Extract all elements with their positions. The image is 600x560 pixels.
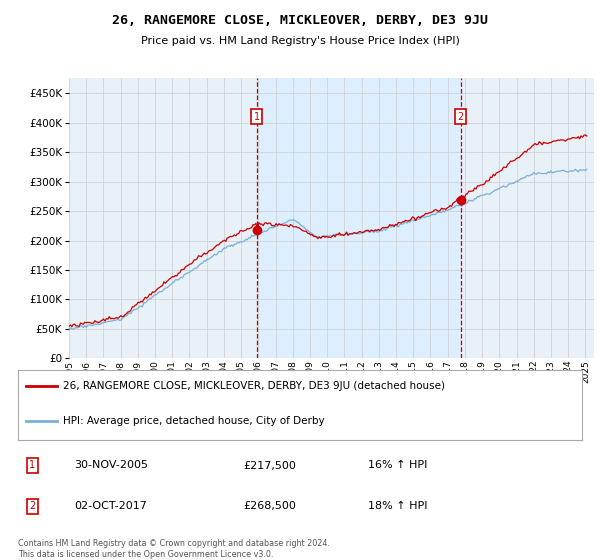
Text: HPI: Average price, detached house, City of Derby: HPI: Average price, detached house, City…: [63, 417, 325, 426]
Text: 1: 1: [254, 111, 260, 122]
Text: 30-NOV-2005: 30-NOV-2005: [74, 460, 148, 470]
Text: 18% ↑ HPI: 18% ↑ HPI: [368, 501, 427, 511]
Text: 26, RANGEMORE CLOSE, MICKLEOVER, DERBY, DE3 9JU (detached house): 26, RANGEMORE CLOSE, MICKLEOVER, DERBY, …: [63, 381, 445, 391]
Text: 26, RANGEMORE CLOSE, MICKLEOVER, DERBY, DE3 9JU: 26, RANGEMORE CLOSE, MICKLEOVER, DERBY, …: [112, 14, 488, 27]
Text: 2: 2: [29, 501, 35, 511]
Text: Price paid vs. HM Land Registry's House Price Index (HPI): Price paid vs. HM Land Registry's House …: [140, 36, 460, 46]
Text: £217,500: £217,500: [244, 460, 296, 470]
Text: 02-OCT-2017: 02-OCT-2017: [74, 501, 147, 511]
Bar: [257, 78, 461, 358]
Text: £268,500: £268,500: [244, 501, 296, 511]
Text: 2: 2: [457, 111, 464, 122]
Text: Contains HM Land Registry data © Crown copyright and database right 2024.
This d: Contains HM Land Registry data © Crown c…: [18, 539, 330, 559]
Text: 16% ↑ HPI: 16% ↑ HPI: [368, 460, 427, 470]
Text: 1: 1: [29, 460, 35, 470]
